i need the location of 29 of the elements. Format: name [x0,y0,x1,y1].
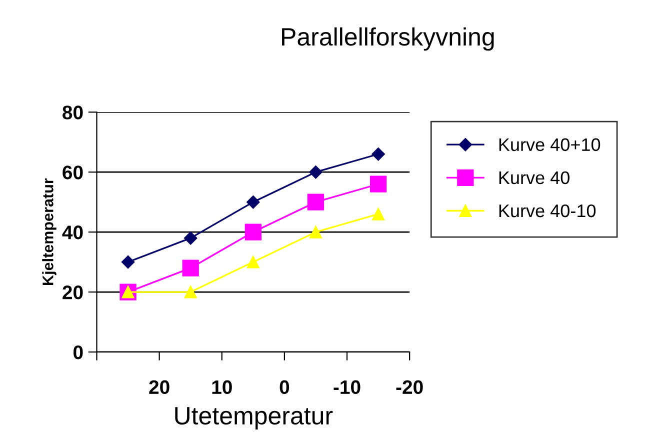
point [309,166,322,179]
point [121,255,135,269]
point [372,148,385,161]
x-tick-label: 10 [212,380,232,394]
y-axis-title: Kjeltemperatur [42,178,56,285]
point [246,256,260,268]
y-tick-label: 0 [74,345,83,360]
point [244,224,262,240]
point [370,176,387,192]
point [246,196,260,209]
point [309,226,322,238]
x-tick-label: -20 [396,380,423,394]
x-tick-label: 20 [149,380,170,394]
legend-label: Kurve 40+10 [499,138,600,152]
x-tick-label: 0 [280,380,290,394]
x-axis-title: Utetemperatur [175,407,333,430]
y-tick-label: 20 [62,286,83,300]
point [184,231,198,245]
y-tick-label: 40 [62,226,83,240]
point [307,194,324,210]
y-tick-label: 80 [62,106,83,120]
legend-label: Kurve 40 [499,171,570,184]
x-tick-label: -10 [334,380,360,394]
legend-label: Kurve 40-10 [499,204,596,218]
point [184,286,197,298]
y-tick-label: 60 [62,166,83,180]
point [372,208,385,220]
point [182,260,199,276]
chart-title: Parallellforskyvning [282,27,494,51]
